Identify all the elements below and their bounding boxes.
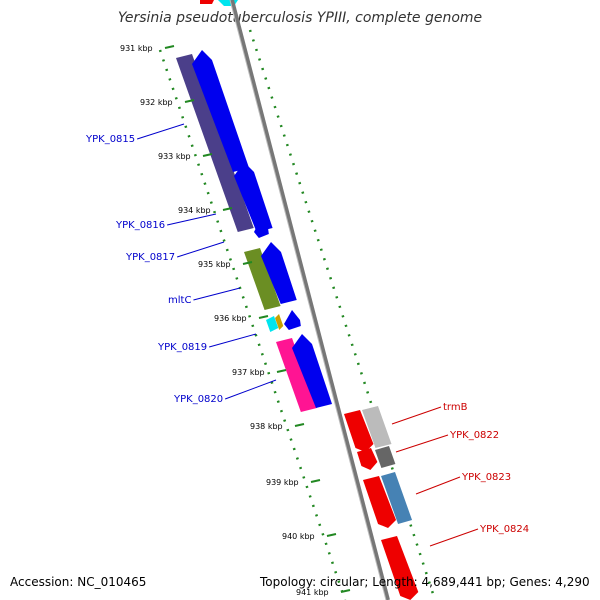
tick-label: 931 kbp bbox=[120, 44, 153, 53]
genome-stats: Topology: circular; Length: 4,689,441 bp… bbox=[260, 575, 590, 589]
leader-line-right bbox=[429, 528, 479, 547]
ypk-0819-cog-bar-yellow bbox=[275, 314, 284, 330]
gene-label-left: YPK_0817 bbox=[125, 252, 175, 263]
leader-line-right bbox=[415, 476, 461, 495]
trmb-gene-arrow bbox=[344, 410, 374, 452]
accession-label: Accession: NC_010465 bbox=[10, 575, 147, 589]
mltc-cog-bar bbox=[244, 248, 281, 310]
gene-label-left: YPK_0816 bbox=[115, 220, 165, 231]
tick-label: 936 kbp bbox=[214, 314, 247, 323]
tick-mark bbox=[164, 45, 175, 49]
leader-line-left bbox=[177, 241, 225, 258]
ypk-0817-gene-arrow bbox=[254, 218, 269, 238]
leader-line-left bbox=[137, 123, 185, 140]
genome-backbone bbox=[230, 0, 390, 600]
leader-line-left bbox=[193, 287, 241, 301]
tick-mark bbox=[222, 207, 233, 211]
top-partial-red-gene bbox=[200, 0, 214, 4]
gene-label-right: YPK_0823 bbox=[461, 472, 511, 483]
tick-mark bbox=[202, 153, 213, 157]
ypk-0822-gene-arrow bbox=[357, 448, 378, 470]
ypk-0816-gene-arrow bbox=[234, 162, 273, 232]
tick-label: 941 kbp bbox=[296, 588, 329, 597]
tick-label: 939 kbp bbox=[266, 478, 299, 487]
map-title: Yersinia pseudotuberculosis YPIII, compl… bbox=[117, 10, 483, 26]
mltc-gene-arrow bbox=[261, 242, 297, 304]
genome-backbone-highlight bbox=[229, 0, 387, 600]
tick-mark bbox=[340, 589, 351, 593]
ypk-0815-cog-bar bbox=[176, 54, 254, 232]
ypk-0823-cog-bar bbox=[381, 472, 413, 524]
tick-label: 938 kbp bbox=[250, 422, 283, 431]
ypk-0819-cog-bar-cyan bbox=[266, 316, 279, 332]
leader-line-left bbox=[167, 213, 217, 226]
tick-label: 935 kbp bbox=[198, 260, 231, 269]
ypk-0822-cog-bar bbox=[375, 446, 396, 468]
ypk-0820-cog-bar bbox=[276, 338, 317, 412]
gene-label-left: YPK_0820 bbox=[173, 394, 223, 405]
ypk-0820-gene-arrow bbox=[292, 334, 333, 408]
tick-label: 937 kbp bbox=[232, 368, 265, 377]
tick-mark bbox=[276, 369, 287, 373]
left-tick-track bbox=[158, 49, 347, 600]
gene-label-left: YPK_0819 bbox=[157, 342, 207, 353]
leader-line-right bbox=[391, 406, 442, 425]
leader-line-right bbox=[395, 434, 449, 453]
gene-label-right: trmB bbox=[443, 402, 468, 413]
trmb-cog-bar bbox=[362, 406, 392, 448]
tick-label: 940 kbp bbox=[282, 532, 315, 541]
gene-label-right: YPK_0822 bbox=[449, 430, 499, 441]
tick-mark bbox=[242, 261, 253, 265]
leader-line-left bbox=[224, 379, 277, 400]
ypk-0823-gene-arrow bbox=[363, 476, 397, 528]
ypk-0824-gene-arrow bbox=[381, 536, 419, 600]
tick-mark bbox=[310, 479, 321, 483]
tick-mark bbox=[258, 315, 269, 319]
gene-label-right: YPK_0824 bbox=[479, 524, 529, 535]
tick-label: 932 kbp bbox=[140, 98, 173, 107]
gene-label-left: mltC bbox=[168, 295, 191, 306]
ypk-0819-gene-arrow bbox=[284, 310, 301, 330]
tick-label: 934 kbp bbox=[178, 206, 211, 215]
tick-mark bbox=[184, 99, 195, 103]
leader-line-left bbox=[209, 333, 257, 348]
ypk-0815-gene-arrow bbox=[192, 50, 250, 172]
tick-mark bbox=[326, 533, 337, 537]
tick-mark bbox=[294, 423, 305, 427]
tick-label: 933 kbp bbox=[158, 152, 191, 161]
gene-label-left: YPK_0815 bbox=[85, 134, 135, 145]
